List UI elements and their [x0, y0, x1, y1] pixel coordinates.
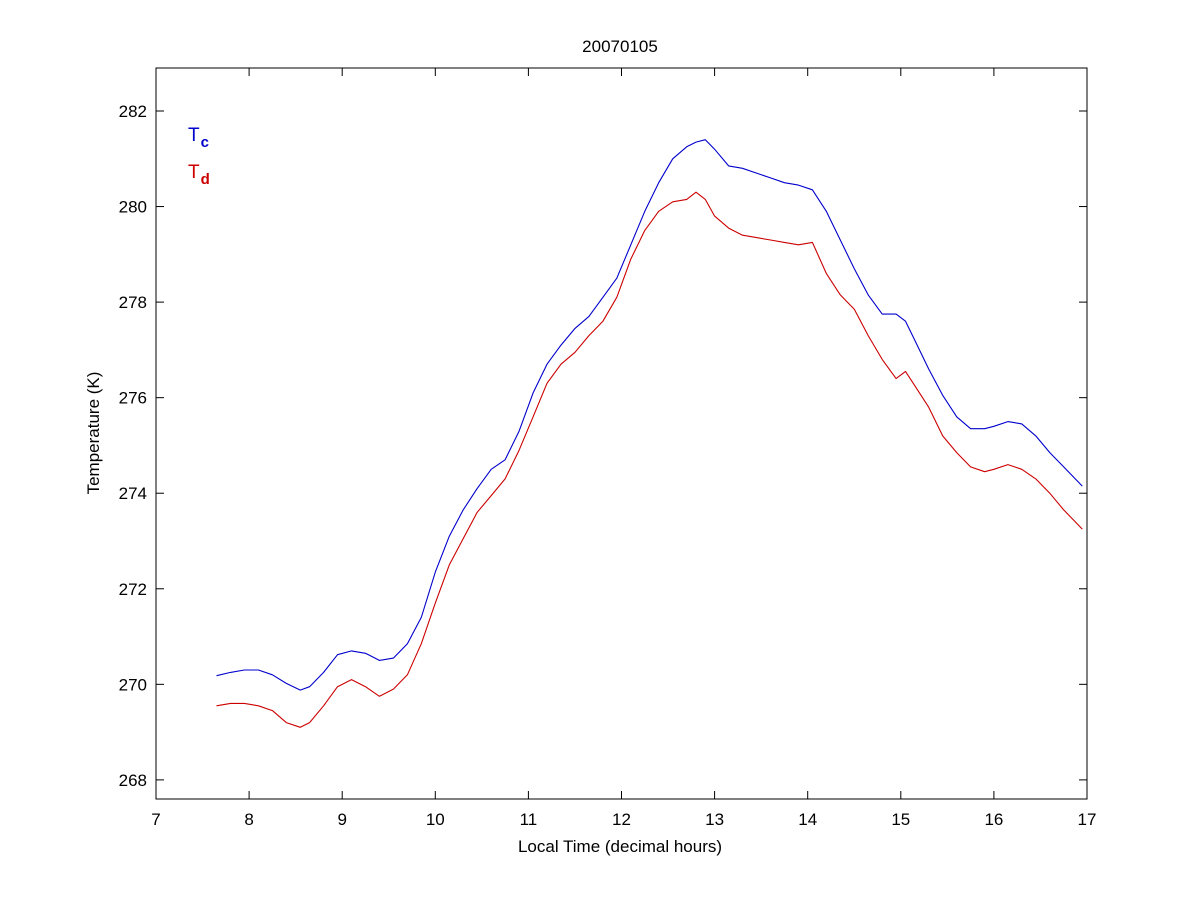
- plot-area-frame: [155, 67, 1088, 800]
- series-line-c: [216, 139, 1083, 691]
- legend-entry-tc: Tc: [188, 125, 209, 151]
- x-tick-label: 16: [984, 810, 1003, 829]
- x-tick-label: 10: [426, 810, 445, 829]
- y-tick-label: 272: [119, 580, 147, 599]
- y-tick-label: 274: [119, 484, 147, 503]
- y-tick-label: 270: [119, 675, 147, 694]
- legend-entry-td: Td: [188, 162, 210, 188]
- y-tick-label: 276: [119, 389, 147, 408]
- chart-title: 20070105: [582, 37, 658, 56]
- x-tick-label: 12: [612, 810, 631, 829]
- x-tick-label: 15: [891, 810, 910, 829]
- y-tick-label: 280: [119, 198, 147, 217]
- series-line-d: [216, 191, 1083, 728]
- x-tick-label: 13: [705, 810, 724, 829]
- legend: Tc Td: [188, 125, 210, 188]
- y-tick-label: 268: [119, 771, 147, 790]
- x-tick-label: 17: [1078, 810, 1097, 829]
- series-layer: [216, 139, 1083, 728]
- y-tick-label: 282: [119, 102, 147, 121]
- x-tick-label: 7: [151, 810, 160, 829]
- x-axis-label: Local Time (decimal hours): [518, 837, 722, 856]
- x-tick-label: 11: [520, 810, 538, 829]
- axis-ticks: 7 8 9 10 11 12 13 14 15 16 17 268 270 272 274 276 278 280…: [119, 68, 1097, 829]
- x-tick-label: 9: [337, 810, 346, 829]
- x-tick-label: 14: [798, 810, 817, 829]
- y-axis-label: Temperature (K): [84, 372, 103, 495]
- y-tick-label: 278: [119, 293, 147, 312]
- x-tick-label: 8: [244, 810, 253, 829]
